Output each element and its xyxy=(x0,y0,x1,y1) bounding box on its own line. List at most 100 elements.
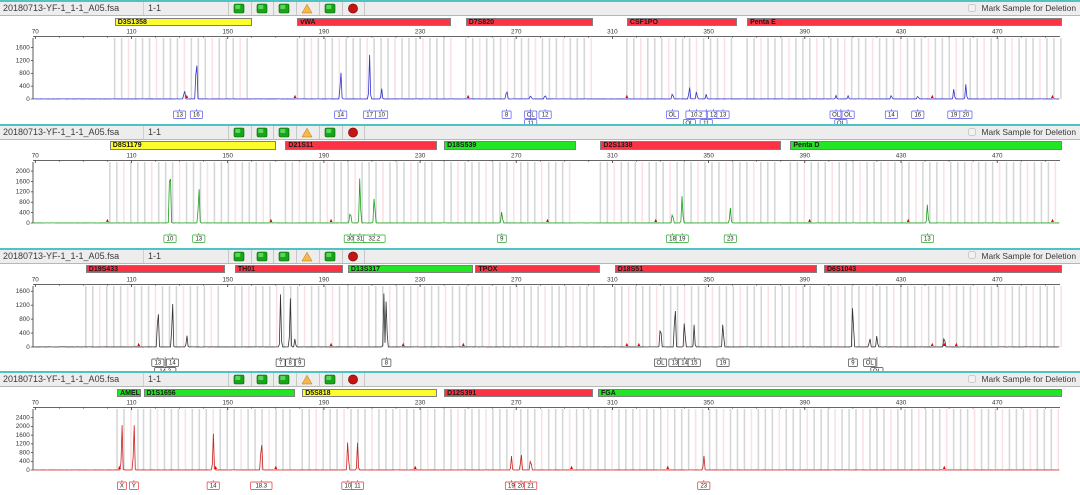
svg-text:OL: OL xyxy=(844,113,853,119)
svg-text:OL: OL xyxy=(668,113,677,119)
svg-text:15: 15 xyxy=(691,360,698,366)
svg-text:1600: 1600 xyxy=(16,178,31,185)
svg-text:350: 350 xyxy=(703,276,714,283)
svg-text:13: 13 xyxy=(155,360,162,366)
svg-text:110: 110 xyxy=(126,152,137,159)
svg-text:2400: 2400 xyxy=(16,415,31,422)
svg-text:430: 430 xyxy=(896,29,907,36)
svg-text:14: 14 xyxy=(681,360,688,366)
svg-text:400: 400 xyxy=(19,458,30,465)
svg-text:OL: OL xyxy=(656,360,665,366)
svg-text:OL: OL xyxy=(866,360,875,366)
svg-text:23: 23 xyxy=(727,236,734,242)
svg-text:190: 190 xyxy=(319,400,330,407)
svg-text:19: 19 xyxy=(720,360,727,366)
svg-text:430: 430 xyxy=(896,152,907,159)
svg-text:190: 190 xyxy=(319,152,330,159)
svg-text:20: 20 xyxy=(963,113,970,119)
svg-text:150: 150 xyxy=(222,400,233,407)
svg-text:12: 12 xyxy=(710,113,717,119)
svg-text:230: 230 xyxy=(415,276,426,283)
svg-text:230: 230 xyxy=(415,400,426,407)
svg-text:150: 150 xyxy=(222,276,233,283)
svg-text:470: 470 xyxy=(992,29,1003,36)
svg-text:230: 230 xyxy=(415,152,426,159)
svg-text:14: 14 xyxy=(210,484,217,490)
svg-text:31: 31 xyxy=(357,236,364,242)
svg-text:16: 16 xyxy=(914,113,921,119)
svg-text:14: 14 xyxy=(888,113,895,119)
svg-text:800: 800 xyxy=(19,70,30,77)
svg-text:20: 20 xyxy=(518,484,525,490)
svg-text:16: 16 xyxy=(193,113,200,119)
svg-text:400: 400 xyxy=(19,209,30,216)
svg-text:1200: 1200 xyxy=(16,301,31,308)
svg-text:270: 270 xyxy=(511,29,522,36)
svg-text:18: 18 xyxy=(669,236,676,242)
svg-text:0: 0 xyxy=(26,343,30,350)
svg-text:310: 310 xyxy=(607,29,618,36)
svg-text:390: 390 xyxy=(800,29,811,36)
svg-text:190: 190 xyxy=(319,276,330,283)
svg-text:23: 23 xyxy=(700,484,707,490)
svg-text:470: 470 xyxy=(992,276,1003,283)
svg-text:390: 390 xyxy=(800,152,811,159)
svg-text:10: 10 xyxy=(345,484,352,490)
svg-text:13: 13 xyxy=(672,360,679,366)
svg-text:10: 10 xyxy=(167,236,174,242)
svg-text:390: 390 xyxy=(800,276,811,283)
svg-text:110: 110 xyxy=(126,400,137,407)
svg-text:70: 70 xyxy=(32,152,40,159)
svg-text:350: 350 xyxy=(703,152,714,159)
svg-text:310: 310 xyxy=(607,152,618,159)
svg-text:270: 270 xyxy=(511,276,522,283)
svg-text:800: 800 xyxy=(19,199,30,206)
svg-text:800: 800 xyxy=(19,315,30,322)
svg-text:70: 70 xyxy=(32,276,40,283)
svg-text:0: 0 xyxy=(26,467,30,474)
svg-text:13: 13 xyxy=(195,236,202,242)
svg-text:14: 14 xyxy=(169,360,176,366)
svg-text:17: 17 xyxy=(366,113,373,119)
svg-text:110: 110 xyxy=(126,276,137,283)
svg-text:1600: 1600 xyxy=(16,44,31,51)
svg-text:14: 14 xyxy=(337,113,344,119)
svg-text:350: 350 xyxy=(703,29,714,36)
svg-text:70: 70 xyxy=(32,400,40,407)
svg-text:Y: Y xyxy=(132,484,136,490)
svg-text:11: 11 xyxy=(354,484,361,490)
svg-text:1200: 1200 xyxy=(16,188,31,195)
svg-text:350: 350 xyxy=(703,400,714,407)
svg-text:2000: 2000 xyxy=(16,168,31,175)
svg-text:390: 390 xyxy=(800,400,811,407)
svg-text:1200: 1200 xyxy=(16,441,31,448)
svg-text:270: 270 xyxy=(511,400,522,407)
svg-text:230: 230 xyxy=(415,29,426,36)
svg-text:10.2: 10.2 xyxy=(691,113,703,119)
svg-text:12: 12 xyxy=(542,113,549,119)
svg-text:32.2: 32.2 xyxy=(369,236,381,242)
svg-text:0: 0 xyxy=(26,220,30,227)
svg-text:OL: OL xyxy=(527,113,536,119)
svg-text:X: X xyxy=(120,484,124,490)
svg-text:270: 270 xyxy=(511,152,522,159)
svg-text:1200: 1200 xyxy=(16,57,31,64)
svg-text:150: 150 xyxy=(222,29,233,36)
svg-text:70: 70 xyxy=(32,29,40,36)
svg-text:310: 310 xyxy=(607,276,618,283)
svg-text:470: 470 xyxy=(992,400,1003,407)
svg-text:OL: OL xyxy=(832,113,841,119)
svg-text:400: 400 xyxy=(19,329,30,336)
svg-text:110: 110 xyxy=(126,29,137,36)
svg-text:470: 470 xyxy=(992,152,1003,159)
svg-text:430: 430 xyxy=(896,400,907,407)
svg-text:13: 13 xyxy=(176,113,183,119)
svg-text:13: 13 xyxy=(924,236,931,242)
svg-text:19: 19 xyxy=(679,236,686,242)
svg-text:10: 10 xyxy=(378,113,385,119)
svg-text:400: 400 xyxy=(19,83,30,90)
svg-text:21: 21 xyxy=(527,484,534,490)
svg-text:1600: 1600 xyxy=(16,288,31,295)
svg-text:150: 150 xyxy=(222,152,233,159)
svg-text:190: 190 xyxy=(319,29,330,36)
